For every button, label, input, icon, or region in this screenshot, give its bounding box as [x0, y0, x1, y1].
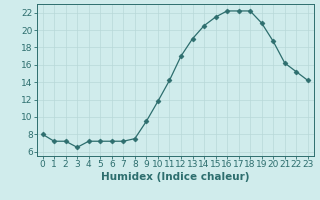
- X-axis label: Humidex (Indice chaleur): Humidex (Indice chaleur): [101, 172, 250, 182]
